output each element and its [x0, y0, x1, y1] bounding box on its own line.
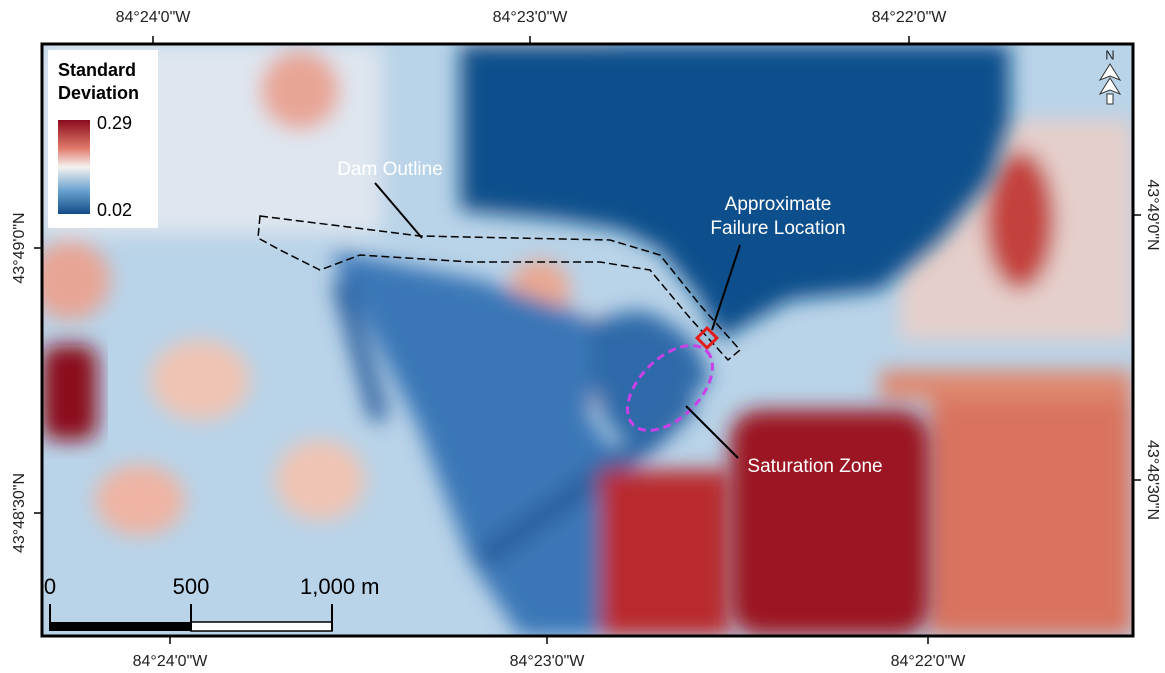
bottom-coord-label: 84°23'0"W — [510, 653, 586, 670]
color-ramp — [58, 120, 90, 214]
annotation: Failure Location — [710, 218, 845, 239]
legend-title: Deviation — [58, 83, 139, 103]
right-coord-label: 43°48'30"N — [1144, 440, 1161, 520]
bottom-coord-label: 84°24'0"W — [133, 653, 209, 670]
scale-label: 0 — [44, 574, 56, 599]
legend-min: 0.02 — [97, 200, 132, 220]
left-coord-label: 43°49'0"N — [11, 212, 28, 283]
raster — [30, 44, 1133, 636]
legend-max: 0.29 — [97, 113, 132, 133]
annotation: Approximate — [725, 194, 832, 215]
left-coord-label: 43°48'30"N — [11, 473, 28, 553]
right-coord-label: 43°49'0"N — [1144, 179, 1161, 250]
legend-title: Standard — [58, 60, 136, 80]
annotation: Saturation Zone — [747, 456, 882, 477]
annotation: Dam Outline — [337, 159, 443, 180]
scale-label: 1,000 m — [300, 574, 380, 599]
top-coord-label: 84°24'0"W — [116, 9, 192, 26]
legend: Standard Deviation 0.29 0.02 — [48, 50, 158, 228]
map: 84°24'0"W 84°23'0"W 84°22'0"W 84°24'0"W … — [0, 0, 1165, 673]
bottom-coord-label: 84°22'0"W — [891, 653, 967, 670]
top-coord-label: 84°23'0"W — [493, 9, 569, 26]
scale-label: 500 — [173, 574, 210, 599]
north-label: N — [1105, 47, 1114, 62]
top-coord-label: 84°22'0"W — [872, 9, 948, 26]
